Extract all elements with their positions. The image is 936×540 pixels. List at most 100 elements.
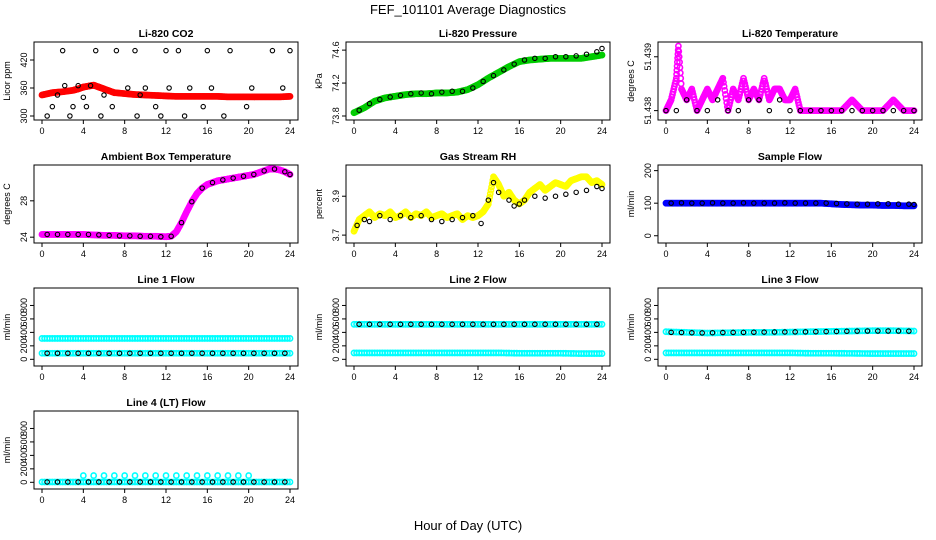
li820-pressure-point xyxy=(594,49,600,55)
ambient-box-temperature-point xyxy=(230,175,236,181)
li820-pressure-point xyxy=(532,55,538,62)
gas-stream-rh-xtick-label: 24 xyxy=(597,249,607,259)
li820-pressure-point xyxy=(542,55,548,62)
gas-stream-rh-point xyxy=(478,220,484,227)
gas-stream-rh-point xyxy=(542,195,548,201)
sample-flow-point xyxy=(906,201,912,207)
line2-flow-ylabel: ml/min xyxy=(314,314,324,341)
li820-co2-point xyxy=(181,113,188,119)
li820-pressure-point xyxy=(501,67,507,73)
gas-stream-rh-point xyxy=(354,222,360,229)
li820-pressure-xtick-label: 20 xyxy=(556,126,566,136)
line4-flow-point xyxy=(110,472,118,479)
sample-flow-point xyxy=(895,201,902,207)
li820-co2-point xyxy=(152,103,159,110)
gas-stream-rh-point xyxy=(486,193,494,201)
line1-flow-xtick-label: 0 xyxy=(39,372,44,382)
line3-flow-point xyxy=(833,328,840,335)
li820-co2-point xyxy=(44,113,50,119)
line4-flow-point xyxy=(158,479,164,485)
li820-temperature-point xyxy=(721,87,729,94)
ambient-box-temperature-point xyxy=(287,171,293,178)
line3-flow-ytick-label: 400 xyxy=(643,325,653,340)
li820-co2-xtick-label: 16 xyxy=(202,126,212,136)
li820-temperature-xtick-label: 12 xyxy=(785,126,795,136)
ambient-box-temperature-point xyxy=(65,231,71,238)
li820-temperature-point xyxy=(859,107,866,114)
li820-pressure-point xyxy=(408,91,414,97)
line2-flow-series-1 xyxy=(350,349,606,357)
gas-stream-rh-xtick-label: 4 xyxy=(393,249,398,259)
line2-flow-point xyxy=(366,321,373,328)
sample-flow-point xyxy=(875,201,881,207)
line3-flow-point xyxy=(792,329,798,335)
line4-flow-point xyxy=(116,479,123,485)
li820-co2-point xyxy=(83,103,90,110)
li820-temperature-point xyxy=(818,107,824,114)
gas-stream-rh-point xyxy=(511,203,517,209)
line4-flow-xtick-label: 0 xyxy=(39,495,44,505)
line4-flow-xtick-label: 24 xyxy=(285,495,295,505)
li820-temperature-point xyxy=(890,107,897,114)
line1-flow-ytick-label: 400 xyxy=(19,325,29,340)
line1-flow-xtick-label: 24 xyxy=(285,372,295,382)
ambient-box-temperature-point xyxy=(168,233,174,240)
ambient-box-temperature-point xyxy=(85,231,92,238)
li820-temperature-ylabel: degrees C xyxy=(626,60,636,102)
line1-flow-point xyxy=(147,350,154,356)
li820-co2-point xyxy=(54,92,61,98)
line4-flow-point xyxy=(282,479,288,485)
li820-temperature-point xyxy=(673,70,680,78)
li820-co2-xtick-label: 4 xyxy=(81,126,86,136)
gas-stream-rh-title: Gas Stream RH xyxy=(440,151,516,163)
line4-flow-point xyxy=(106,479,112,485)
li820-temperature-point xyxy=(847,97,855,105)
line3-flow-point xyxy=(730,329,736,336)
line4-flow-ylabel: ml/min xyxy=(2,437,12,464)
line3-flow-point xyxy=(782,329,788,335)
line1-flow-point xyxy=(75,350,81,356)
line2-flow-ytick-label: 0 xyxy=(331,357,341,362)
li820-pressure-point xyxy=(598,51,606,59)
line3-flow-point xyxy=(906,328,912,334)
line1-flow-point xyxy=(220,350,226,356)
line4-flow-point xyxy=(162,472,170,479)
sample-flow-point xyxy=(678,200,685,206)
line2-flow-point xyxy=(387,321,393,328)
line3-flow-point xyxy=(678,329,685,336)
li820-co2-title: Li-820 CO2 xyxy=(139,28,194,40)
li820-pressure-point xyxy=(439,89,445,95)
line2-flow-point xyxy=(542,321,548,328)
li820-temperature-xtick-label: 24 xyxy=(909,126,919,136)
line1-flow-point xyxy=(284,349,291,357)
line4-flow-point xyxy=(251,479,257,485)
li820-temperature-xtick-label: 0 xyxy=(663,126,668,136)
line2-flow-xtick-label: 12 xyxy=(473,372,483,382)
ambient-box-temperature-panel: Ambient Box Temperature degrees C 0 4 8 12 16 2… xyxy=(2,151,299,259)
li820-pressure-point xyxy=(573,53,579,59)
li820-pressure-xtick-label: 24 xyxy=(597,126,607,136)
line2-flow-ytick-label: 200 xyxy=(331,338,341,353)
li820-co2-point xyxy=(175,47,182,54)
li820-temperature-point xyxy=(911,107,917,114)
line2-flow-point xyxy=(594,321,600,328)
line3-flow-series-1 xyxy=(662,349,918,357)
li820-pressure-point xyxy=(459,88,466,95)
line2-flow-point xyxy=(583,321,590,328)
li820-pressure-point xyxy=(356,107,362,113)
line2-flow-point xyxy=(596,350,603,357)
line4-flow-point xyxy=(178,479,185,485)
line4-flow-point xyxy=(199,479,205,485)
sample-flow-ytick-label: 0 xyxy=(643,233,653,238)
line1-flow-panel: Line 1 Flow ml/min 0 4 8 12 16 20 24 0 20040060080… xyxy=(2,274,299,382)
line3-flow-point xyxy=(864,328,871,334)
li820-temperature-xtick-label: 20 xyxy=(868,126,878,136)
line4-flow-point xyxy=(284,478,291,486)
li820-pressure-point xyxy=(583,51,590,57)
li820-temperature-point xyxy=(725,107,731,114)
gas-stream-rh-point xyxy=(459,214,466,221)
sample-flow-title: Sample Flow xyxy=(758,151,823,163)
ambient-box-temperature-point xyxy=(209,179,216,186)
line4-flow-point xyxy=(96,479,102,485)
